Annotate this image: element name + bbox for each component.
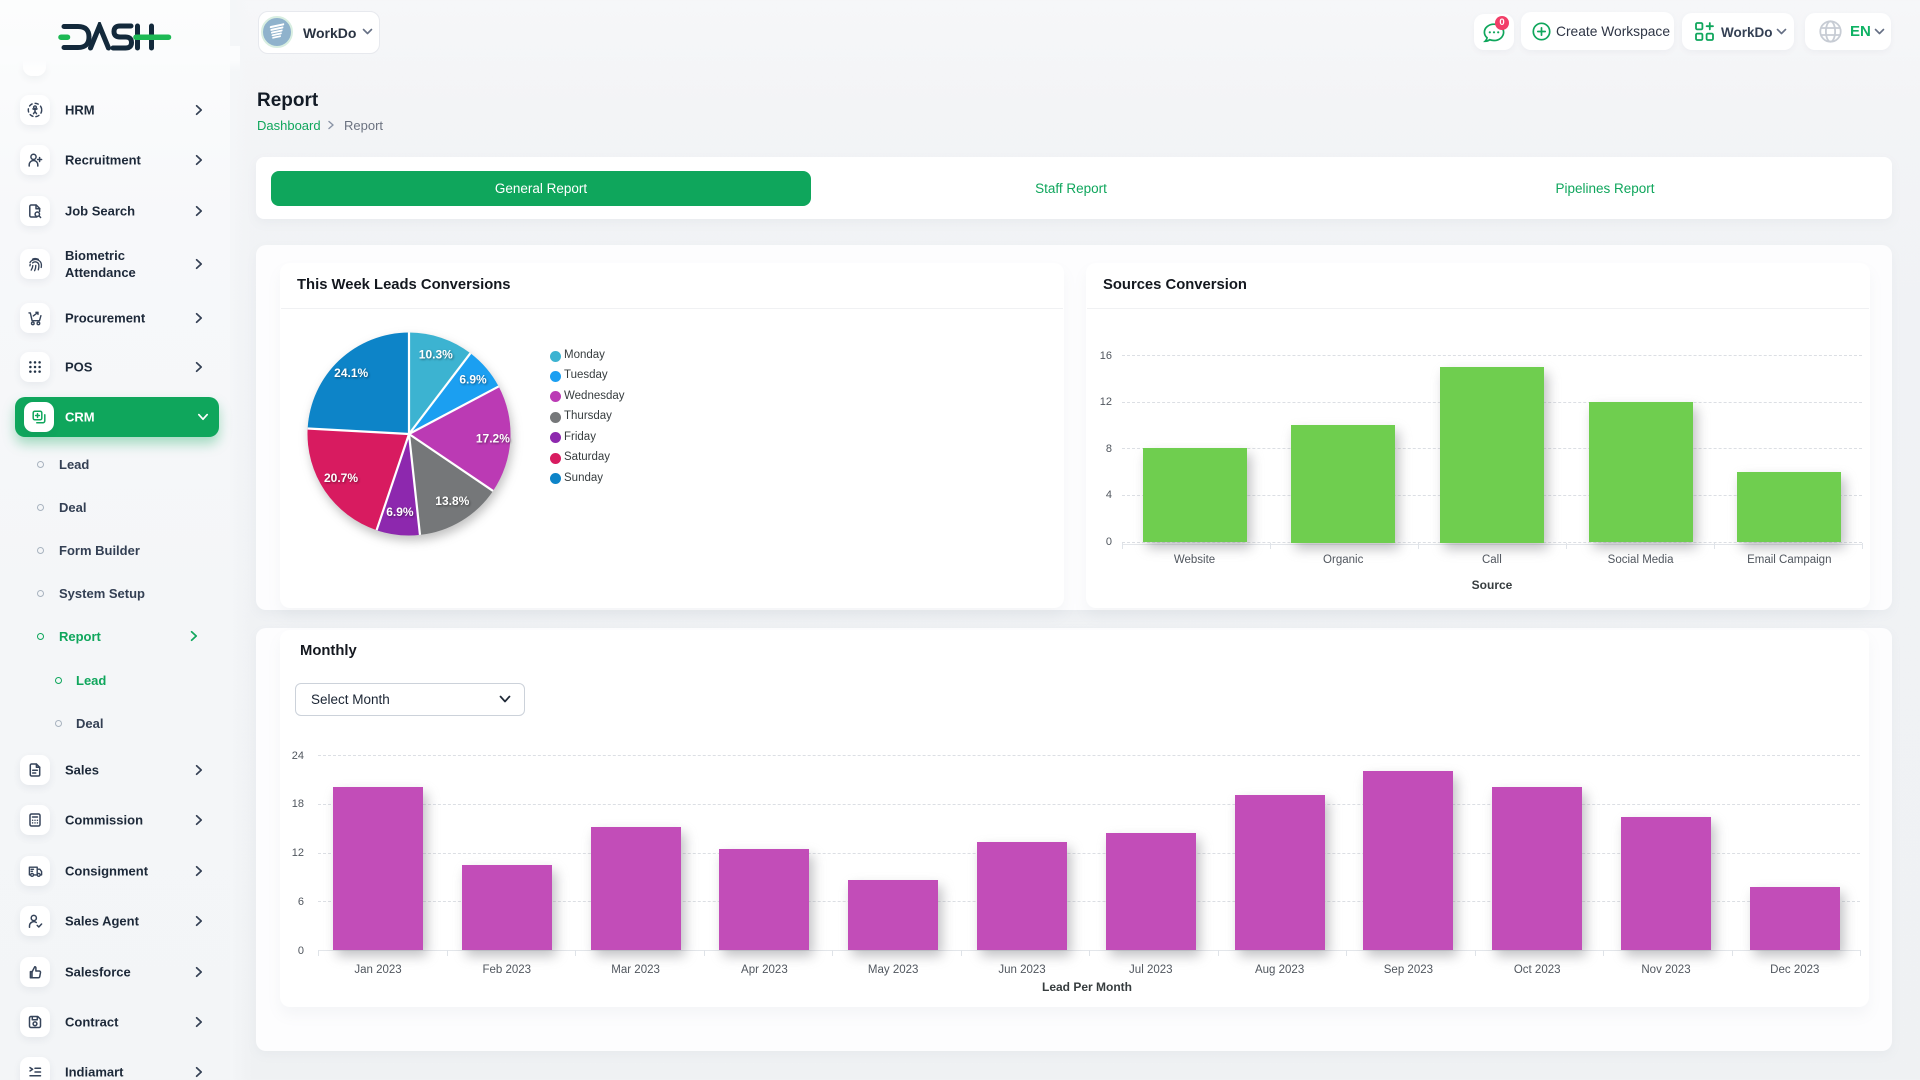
svg-text:10.3%: 10.3% — [419, 347, 453, 361]
svg-text:13.8%: 13.8% — [435, 494, 469, 508]
svg-text:20.7%: 20.7% — [324, 471, 358, 485]
svg-text:17.2%: 17.2% — [476, 432, 510, 446]
svg-text:6.9%: 6.9% — [386, 505, 414, 519]
svg-text:6.9%: 6.9% — [459, 373, 487, 387]
svg-text:24.1%: 24.1% — [334, 366, 368, 380]
